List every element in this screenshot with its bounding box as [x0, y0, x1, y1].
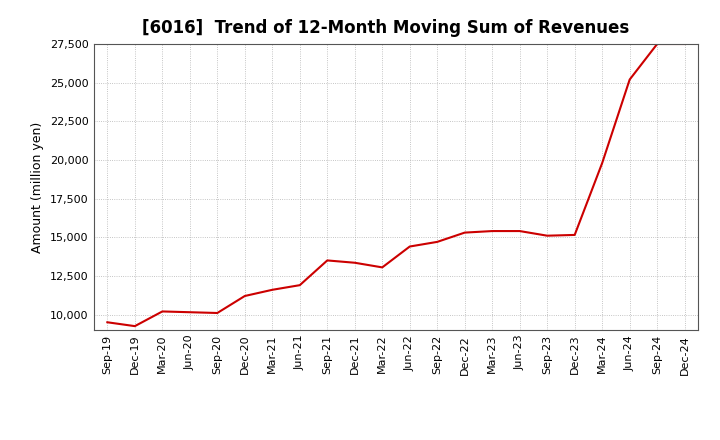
Text: [6016]  Trend of 12-Month Moving Sum of Revenues: [6016] Trend of 12-Month Moving Sum of R…	[142, 19, 629, 37]
Y-axis label: Amount (million yen): Amount (million yen)	[32, 121, 45, 253]
